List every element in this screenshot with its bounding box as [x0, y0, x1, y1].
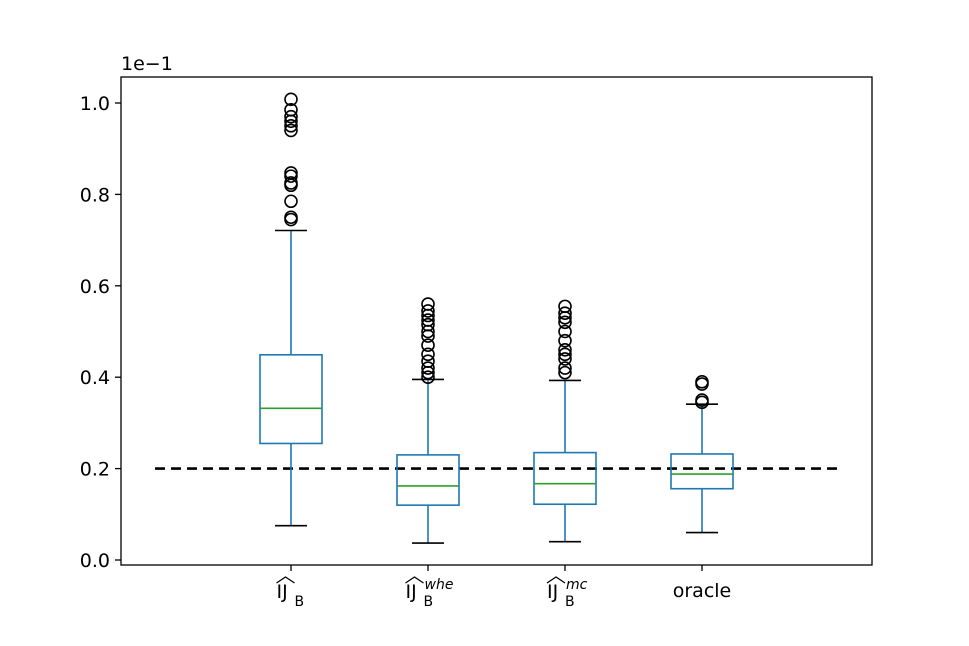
outlier-point	[284, 92, 298, 107]
outlier-point	[558, 324, 572, 339]
x-tick-label-main: IJ	[277, 581, 288, 603]
outlier-point	[558, 315, 572, 330]
outlier-point	[284, 166, 298, 180]
x-tick-label-subscript: B	[565, 594, 575, 610]
outlier-point	[284, 119, 298, 133]
y-tick-label: 0.4	[80, 367, 110, 389]
iqr-box	[670, 453, 734, 490]
outlier-point	[558, 299, 572, 314]
outlier-point	[558, 365, 572, 380]
x-tick-label-4: oracle	[673, 580, 732, 602]
x-tick-label-superscript: mc	[566, 577, 588, 593]
iqr-box	[259, 354, 323, 445]
x-tick-label-1: IJ B	[276, 576, 305, 610]
outlier-point	[695, 393, 709, 407]
outlier-point	[284, 123, 298, 138]
outlier-point	[558, 347, 572, 362]
x-tick-label-main: IJ	[406, 581, 417, 603]
outlier-point	[284, 103, 298, 117]
box-group-2	[396, 297, 460, 544]
outlier-point	[284, 109, 298, 124]
outlier-point	[421, 317, 435, 332]
y-tick-label: 0.6	[80, 276, 110, 298]
outlier-point	[421, 354, 435, 369]
outlier-point	[558, 342, 572, 357]
y-tick-label: 0.0	[80, 550, 110, 572]
outlier-point	[558, 333, 572, 348]
x-tick-label-subscript: B	[424, 594, 434, 610]
y-axis-offset-label: 1e−1	[121, 53, 173, 75]
outlier-point	[284, 176, 298, 190]
box-group-1	[259, 92, 323, 527]
y-tick-label: 0.2	[80, 459, 110, 481]
outlier-point	[421, 304, 435, 318]
hat-accent	[405, 576, 424, 584]
outlier-point	[558, 352, 572, 366]
outlier-point	[421, 361, 435, 375]
iqr-box	[533, 451, 597, 506]
outlier-point	[284, 210, 298, 225]
plot-area	[155, 92, 838, 544]
x-tick-label-subscript: B	[295, 594, 305, 610]
outlier-point	[421, 347, 435, 362]
x-tick-label-3: IJ Bmc	[546, 576, 588, 610]
x-tick-label-main: oracle	[673, 580, 732, 602]
iqr-box	[396, 454, 460, 506]
box-group-3	[533, 299, 597, 543]
outlier-point	[695, 374, 709, 389]
axes-frame	[120, 76, 873, 566]
outlier-point	[558, 361, 572, 375]
outlier-point	[421, 370, 435, 385]
y-tick-label: 0.8	[80, 184, 110, 206]
box-group-4	[670, 374, 734, 534]
y-tick-label: 1.0	[80, 93, 110, 115]
hat-accent	[276, 576, 295, 584]
outlier-point	[284, 194, 298, 209]
x-tick-label-main: IJ	[547, 581, 558, 603]
outlier-point	[421, 313, 435, 327]
outlier-point	[421, 297, 435, 311]
x-tick-label-superscript: whe	[425, 577, 454, 593]
outlier-point	[421, 338, 435, 353]
outlier-point	[558, 306, 572, 321]
y-axis: 0.0 0.2 0.4 0.6 0.8 1.0	[80, 93, 121, 572]
hat-accent	[546, 576, 566, 584]
